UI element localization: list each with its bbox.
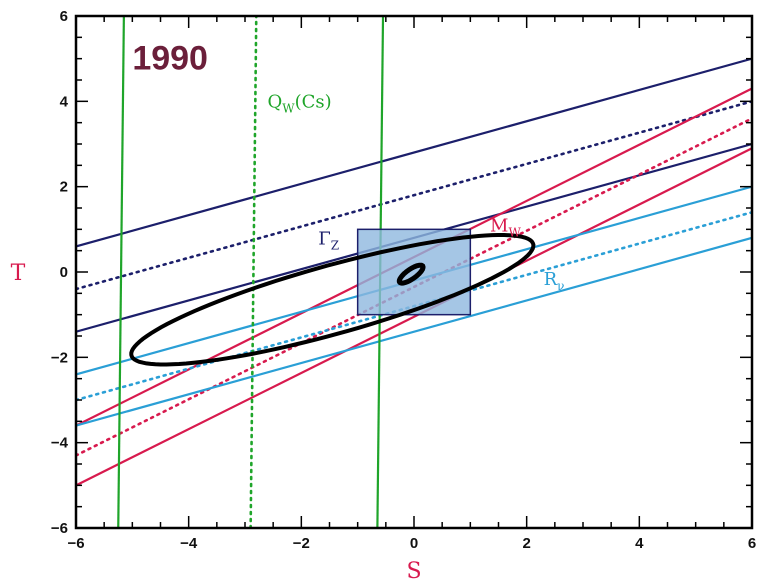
series-line-3-0 bbox=[117, 16, 125, 528]
y-tick-label: 4 bbox=[60, 93, 69, 110]
y-tick-label: −4 bbox=[51, 435, 69, 452]
series-label-1: MW bbox=[490, 215, 521, 239]
year-label: 1990 bbox=[132, 39, 208, 77]
ellipse-layer bbox=[129, 233, 536, 367]
oblique-parameter-box bbox=[356, 228, 472, 316]
confidence-ellipse-inner bbox=[396, 262, 426, 286]
box-layer bbox=[356, 228, 472, 316]
x-tick-label: −6 bbox=[67, 535, 84, 552]
y-axis-title: T bbox=[11, 261, 26, 286]
x-tick-label: 4 bbox=[635, 535, 644, 552]
confidence-ellipse-outer bbox=[129, 233, 536, 367]
series-line-0-0 bbox=[76, 57, 752, 248]
series-label-0: ΓZ bbox=[318, 228, 339, 252]
series-line-3-1 bbox=[249, 16, 258, 528]
series-label-3: QW(Cs) bbox=[268, 92, 332, 116]
x-tick-label: −4 bbox=[180, 535, 198, 552]
tick-layer: −6 −4 −2 0 2 4 6 −6 −4 −2 0 2 4 6 bbox=[51, 8, 756, 552]
y-tick-label: −2 bbox=[51, 349, 68, 366]
series-line-1-2 bbox=[76, 147, 752, 487]
x-axis-title: S bbox=[406, 559, 421, 584]
x-tick-label: 0 bbox=[410, 535, 418, 552]
series-line-2-2 bbox=[76, 236, 752, 427]
y-tick-label: 2 bbox=[60, 179, 68, 196]
y-tick-label: −6 bbox=[51, 520, 68, 537]
y-tick-label: 0 bbox=[60, 264, 68, 281]
x-tick-label: −2 bbox=[293, 535, 310, 552]
series-line-0-1 bbox=[76, 100, 752, 291]
y-tick-label: 6 bbox=[60, 8, 68, 25]
x-tick-label: 2 bbox=[522, 535, 530, 552]
x-tick-label: 6 bbox=[748, 535, 756, 552]
label-layer: ΓZ MW Rν QW(Cs) bbox=[268, 92, 565, 293]
series-label-2: Rν bbox=[544, 269, 565, 293]
